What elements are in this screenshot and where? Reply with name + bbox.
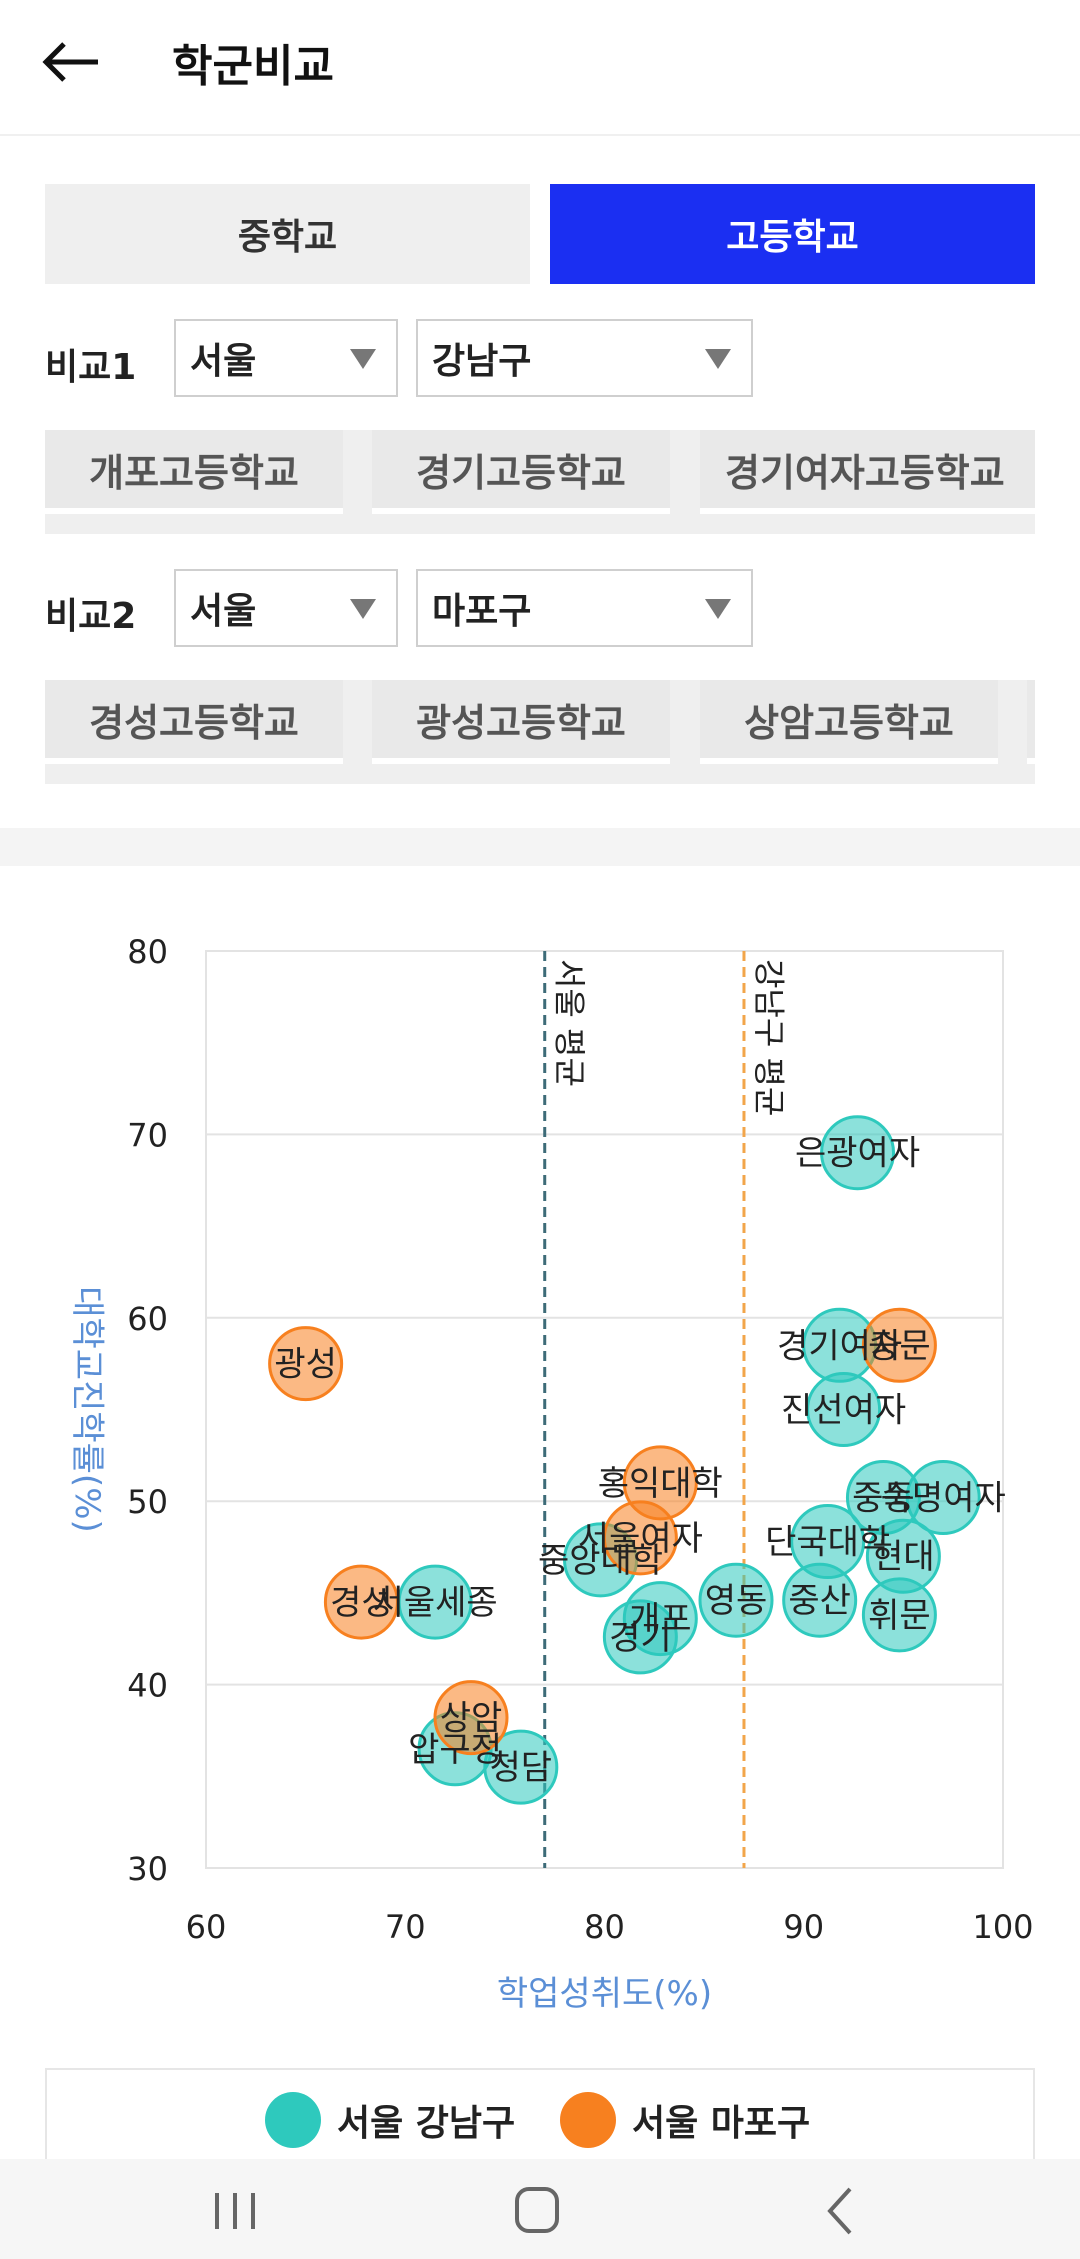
data-label: 청담 <box>490 1748 553 1788</box>
compare2-region-value: 서울 <box>190 591 257 632</box>
legend-item-gangnam[interactable]: 서울 강남구 <box>265 2092 515 2148</box>
x-tick-label: 70 <box>385 1908 426 1946</box>
system-nav-bar <box>0 2159 1080 2259</box>
school-chip[interactable]: 경기여자고등학교 <box>700 430 1035 514</box>
y-axis-title: 대학교진학률(%) <box>67 1286 107 1533</box>
y-tick-label: 30 <box>127 1850 168 1888</box>
data-point <box>483 1729 559 1805</box>
data-label: 은광여자 <box>795 1134 920 1174</box>
compare2-district-select[interactable]: 마포구 <box>416 569 753 647</box>
data-point <box>905 1460 981 1536</box>
x-axis-title: 학업성취도(%) <box>497 1974 712 2014</box>
data-point <box>268 1326 344 1402</box>
data-label: 서울세종 <box>373 1583 498 1623</box>
reference-lines: 서울 평균 강남구 평균 <box>543 951 788 1868</box>
data-point <box>820 1115 896 1191</box>
data-point <box>861 1307 937 1383</box>
legend-label-mapo: 서울 마포구 <box>632 2103 811 2144</box>
chart-legend: 서울 강남구 서울 마포구 <box>45 2068 1035 2168</box>
dropdown-arrow-icon <box>350 349 376 369</box>
data-point <box>861 1577 937 1653</box>
data-label: 상암 <box>440 1699 503 1739</box>
data-label: 경기 <box>609 1618 672 1658</box>
data-point <box>602 1599 678 1675</box>
section-divider <box>0 828 1080 866</box>
dropdown-arrow-icon <box>350 599 376 619</box>
school-chip[interactable]: 광성고등학교 <box>372 680 670 764</box>
compare1-district-value: 강남구 <box>432 341 532 382</box>
recent-apps-icon[interactable] <box>195 2179 275 2243</box>
data-label: 숭문 <box>868 1326 931 1366</box>
x-tick-label: 100 <box>972 1908 1033 1946</box>
tab-middle-school[interactable]: 중학교 <box>45 184 530 284</box>
compare2-school-list[interactable]: 경성고등학교 광성고등학교 상암고등학교 <box>45 680 1035 784</box>
data-label: 중앙대학 <box>538 1541 663 1581</box>
y-tick-label: 40 <box>127 1667 168 1705</box>
y-tick-label: 50 <box>127 1483 168 1521</box>
x-tick-label: 60 <box>186 1908 227 1946</box>
data-label: 압구정 <box>408 1730 502 1770</box>
data-label: 현대 <box>872 1537 935 1577</box>
system-back-icon[interactable] <box>800 2179 880 2243</box>
back-arrow-icon[interactable] <box>40 30 104 94</box>
school-chip-overflow[interactable] <box>1027 680 1035 764</box>
data-point <box>433 1680 509 1756</box>
y-tick-label: 70 <box>127 1116 168 1154</box>
legend-dot-orange <box>560 2092 616 2148</box>
compare1-district-select[interactable]: 강남구 <box>416 319 753 397</box>
school-chip[interactable]: 개포고등학교 <box>45 430 343 514</box>
data-point <box>782 1562 858 1638</box>
data-label: 단국대학 <box>765 1523 890 1563</box>
data-label: 서울여자 <box>578 1519 703 1559</box>
data-label: 중동 <box>852 1479 915 1519</box>
compare1-school-list[interactable]: 개포고등학교 경기고등학교 경기여자고등학교 <box>45 430 1035 534</box>
legend-dot-teal <box>265 2092 321 2148</box>
data-label: 개포 <box>629 1600 692 1640</box>
y-tick-label: 60 <box>127 1300 168 1338</box>
data-label: 경기여자 <box>777 1326 902 1366</box>
home-icon[interactable] <box>497 2179 577 2243</box>
y-tick-label: 80 <box>127 933 168 971</box>
chart-points <box>268 1115 981 1805</box>
data-point <box>397 1564 473 1640</box>
compare1-region-value: 서울 <box>190 341 257 382</box>
reference-line-label: 강남구 평균 <box>750 959 788 1116</box>
page-title: 학군비교 <box>172 41 334 92</box>
reference-line-label: 서울 평균 <box>551 959 589 1087</box>
legend-label-gangnam: 서울 강남구 <box>337 2103 516 2144</box>
data-label: 홍익대학 <box>598 1464 723 1504</box>
legend-item-mapo[interactable]: 서울 마포구 <box>560 2092 810 2148</box>
app-header: 학군비교 <box>0 0 1080 136</box>
x-tick-label: 90 <box>783 1908 824 1946</box>
dropdown-arrow-icon <box>705 599 731 619</box>
data-point <box>806 1372 882 1447</box>
school-chip[interactable]: 경성고등학교 <box>45 680 343 764</box>
data-label: 경성 <box>330 1583 393 1623</box>
data-point <box>602 1500 678 1576</box>
data-label: 영동 <box>705 1581 768 1621</box>
data-label: 진선여자 <box>781 1391 906 1431</box>
compare1-label: 비교1 <box>45 347 137 388</box>
data-label: 숙명여자 <box>881 1479 1006 1519</box>
compare2-region-select[interactable]: 서울 <box>174 569 398 647</box>
data-point <box>698 1562 774 1638</box>
data-label: 휘문 <box>868 1596 931 1636</box>
x-tick-label: 80 <box>584 1908 625 1946</box>
data-label: 중산 <box>788 1581 851 1621</box>
tab-high-school[interactable]: 고등학교 <box>550 184 1035 284</box>
data-point <box>323 1564 399 1640</box>
chart-axes: 30 40 50 60 70 80 60 70 80 90 100 학업성취도(%) 대학교진학률(%) <box>67 933 1034 2014</box>
dropdown-arrow-icon <box>705 349 731 369</box>
compare1-region-select[interactable]: 서울 <box>174 319 398 397</box>
compare2-district-value: 마포구 <box>432 591 532 632</box>
school-chip[interactable]: 상암고등학교 <box>700 680 998 764</box>
compare2-label: 비교2 <box>45 596 137 637</box>
school-chip[interactable]: 경기고등학교 <box>372 430 670 514</box>
data-label: 광성 <box>274 1345 337 1385</box>
